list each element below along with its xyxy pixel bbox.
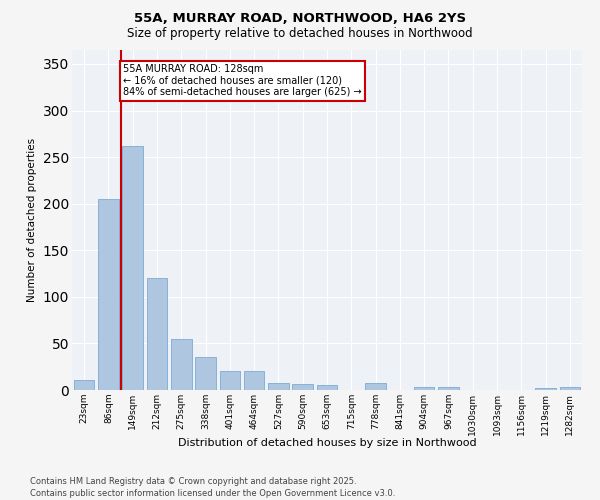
Bar [414,387,434,390]
Bar [292,384,313,390]
Bar [195,358,216,390]
Text: Size of property relative to detached houses in Northwood: Size of property relative to detached ho… [127,28,473,40]
Text: 55A MURRAY ROAD: 128sqm
← 16% of detached houses are smaller (120)
84% of semi-d: 55A MURRAY ROAD: 128sqm ← 16% of detache… [123,64,362,97]
Bar [146,278,167,390]
Bar [244,372,265,390]
Bar [98,199,119,390]
Bar [438,387,459,390]
Y-axis label: Number of detached properties: Number of detached properties [27,138,37,302]
Text: Contains HM Land Registry data © Crown copyright and database right 2025.
Contai: Contains HM Land Registry data © Crown c… [30,476,395,498]
Bar [220,372,240,390]
Bar [560,387,580,390]
X-axis label: Distribution of detached houses by size in Northwood: Distribution of detached houses by size … [178,438,476,448]
Bar [74,380,94,390]
Bar [317,386,337,390]
Bar [122,146,143,390]
Bar [268,382,289,390]
Text: 55A, MURRAY ROAD, NORTHWOOD, HA6 2YS: 55A, MURRAY ROAD, NORTHWOOD, HA6 2YS [134,12,466,26]
Bar [365,382,386,390]
Bar [171,339,191,390]
Bar [535,388,556,390]
